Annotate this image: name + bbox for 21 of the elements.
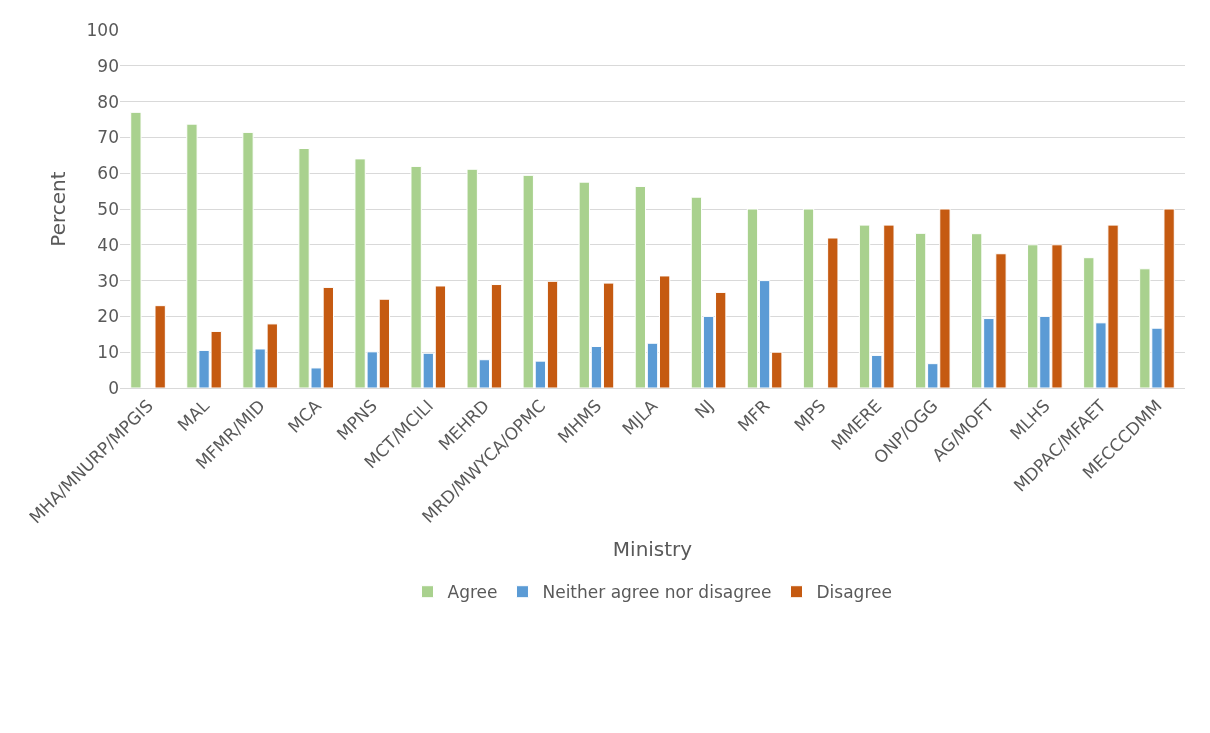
- legend-label: Agree: [447, 582, 498, 603]
- y-tick-label: 100: [86, 19, 119, 40]
- y-tick-label: 50: [97, 198, 119, 219]
- y-tick-label: 90: [97, 55, 119, 76]
- y-tick-label: 40: [97, 234, 119, 255]
- y-tick-label: 70: [97, 127, 119, 148]
- y-tick-label: 30: [97, 270, 119, 291]
- y-tick-label: 60: [97, 163, 119, 184]
- bar: [802, 208, 815, 388]
- bar: [827, 237, 839, 388]
- y-tick-label: 80: [97, 91, 119, 112]
- bar: [130, 111, 142, 388]
- legend-label: Disagree: [816, 582, 892, 603]
- x-tick-label: NJ: [690, 395, 718, 423]
- x-axis-title: Ministry: [612, 536, 693, 561]
- y-axis-title: Percent: [46, 171, 71, 247]
- y-tick-label: 0: [108, 377, 119, 398]
- bar: [154, 305, 166, 388]
- legend-label: Neither agree nor disagree: [542, 582, 772, 603]
- y-tick-label: 10: [97, 342, 119, 363]
- y-tick-label: 20: [97, 306, 119, 327]
